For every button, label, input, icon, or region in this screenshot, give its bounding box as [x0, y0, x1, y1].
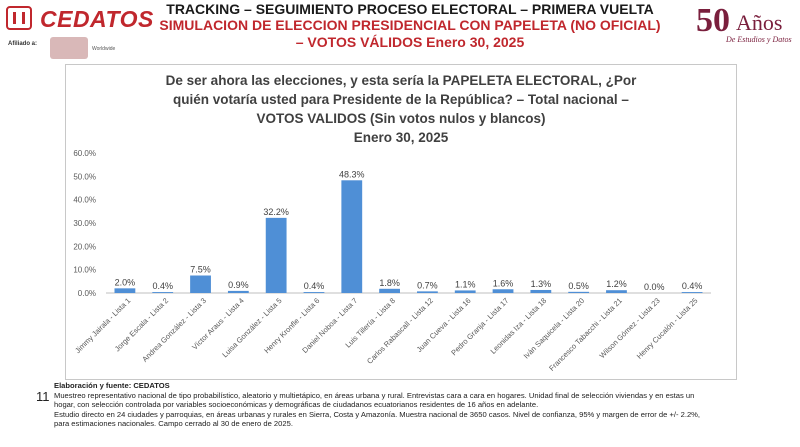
bar-5 — [265, 217, 287, 293]
y-tick-label: 60.0% — [73, 149, 96, 158]
data-label: 0.0% — [644, 282, 665, 292]
affiliate-label: Afiliado a: — [8, 41, 38, 47]
affiliate-name: Worldwide — [92, 46, 116, 52]
anniversary-logo: 50 Años De Estudios y Datos — [696, 2, 796, 46]
y-tick-label: 50.0% — [73, 172, 96, 181]
data-label: 1.2% — [606, 279, 627, 289]
bar-3 — [190, 275, 211, 293]
bar-7 — [341, 180, 363, 293]
anniversary-number: 50 — [696, 2, 730, 39]
chart-title-line1: De ser ahora las elecciones, y esta serí… — [165, 73, 637, 88]
x-tick-label: Francesco Tabacchi - Lista 21 — [547, 296, 624, 373]
chart-title-line3: VOTOS VALIDOS (Sin votos nulos y blancos… — [256, 111, 546, 126]
chart-title-line2: quién votaría usted para Presidente de l… — [173, 92, 629, 107]
page-title-line2: SIMULACION DE ELECCION PRESIDENCIAL CON … — [159, 17, 661, 33]
anniversary-word: Años — [736, 10, 783, 35]
x-tick-label: Carlos Rabascall - Lista 12 — [365, 296, 435, 366]
chart-frame: De ser ahora las elecciones, y esta serí… — [65, 64, 737, 380]
chart-title-line4: Enero 30, 2025 — [353, 130, 449, 145]
footer-notes: Elaboración y fuente: CEDATOS Muestreo r… — [54, 381, 794, 429]
data-label: 32.2% — [263, 207, 289, 217]
data-label: 0.5% — [568, 281, 589, 291]
bar-chart: 0.0%10.0%20.0%30.0%40.0%50.0%60.0%2.0%Ji… — [73, 149, 711, 373]
x-tick-label: Andrea González - Lista 3 — [140, 296, 208, 364]
bar-11 — [492, 289, 514, 293]
bar-12 — [530, 289, 552, 293]
anniversary-subtitle: De Estudios y Datos — [726, 35, 792, 44]
bar-4 — [227, 290, 249, 293]
page-title-line1: TRACKING – SEGUIMIENTO PROCESO ELECTORAL… — [166, 1, 654, 17]
bar-10 — [454, 290, 476, 293]
data-label: 1.8% — [379, 278, 400, 288]
bar-8 — [379, 288, 400, 293]
data-label: 0.4% — [152, 281, 173, 291]
y-tick-label: 30.0% — [73, 219, 96, 228]
bar-16 — [681, 292, 703, 293]
footer-line4: para estimaciones nacionales. Campo cerr… — [54, 419, 293, 429]
data-label: 2.0% — [115, 277, 136, 287]
bar-14 — [606, 290, 627, 293]
footer-line2: hogar, con selección controlada por vari… — [54, 400, 539, 410]
data-label: 48.3% — [339, 169, 365, 179]
data-label: 1.1% — [455, 279, 476, 289]
page-title-line3: – VOTOS VÁLIDOS Enero 30, 2025 — [295, 34, 525, 50]
world-map-icon — [50, 37, 88, 59]
bar-13 — [568, 291, 590, 293]
data-label: 7.5% — [190, 265, 211, 275]
bar-2 — [152, 292, 174, 293]
data-label: 0.7% — [417, 280, 438, 290]
logo-text: CEDATOS — [40, 6, 154, 32]
y-tick-label: 0.0% — [78, 289, 96, 298]
y-tick-label: 40.0% — [73, 196, 96, 205]
data-label: 0.4% — [304, 281, 325, 291]
footer-heading: Elaboración y fuente: CEDATOS — [54, 381, 170, 390]
cedatos-logo-icon — [6, 6, 32, 30]
bar-6 — [303, 292, 325, 293]
bar-1 — [114, 288, 136, 293]
data-label: 0.4% — [682, 281, 703, 291]
page-number: 11 — [36, 389, 50, 404]
bar-9 — [417, 291, 438, 293]
data-label: 0.9% — [228, 280, 249, 290]
y-tick-label: 20.0% — [73, 242, 96, 251]
footer-line3: Estudio directo en 24 ciudades y parroqu… — [54, 409, 701, 419]
data-label: 1.6% — [493, 278, 514, 288]
data-label: 1.3% — [531, 279, 552, 289]
y-tick-label: 10.0% — [73, 266, 96, 275]
cedatos-logo: CEDATOS — [6, 4, 158, 32]
footer-line1: Muestreo representativo nacional de tipo… — [54, 390, 695, 400]
chart-title: De ser ahora las elecciones, y esta serí… — [66, 71, 736, 147]
